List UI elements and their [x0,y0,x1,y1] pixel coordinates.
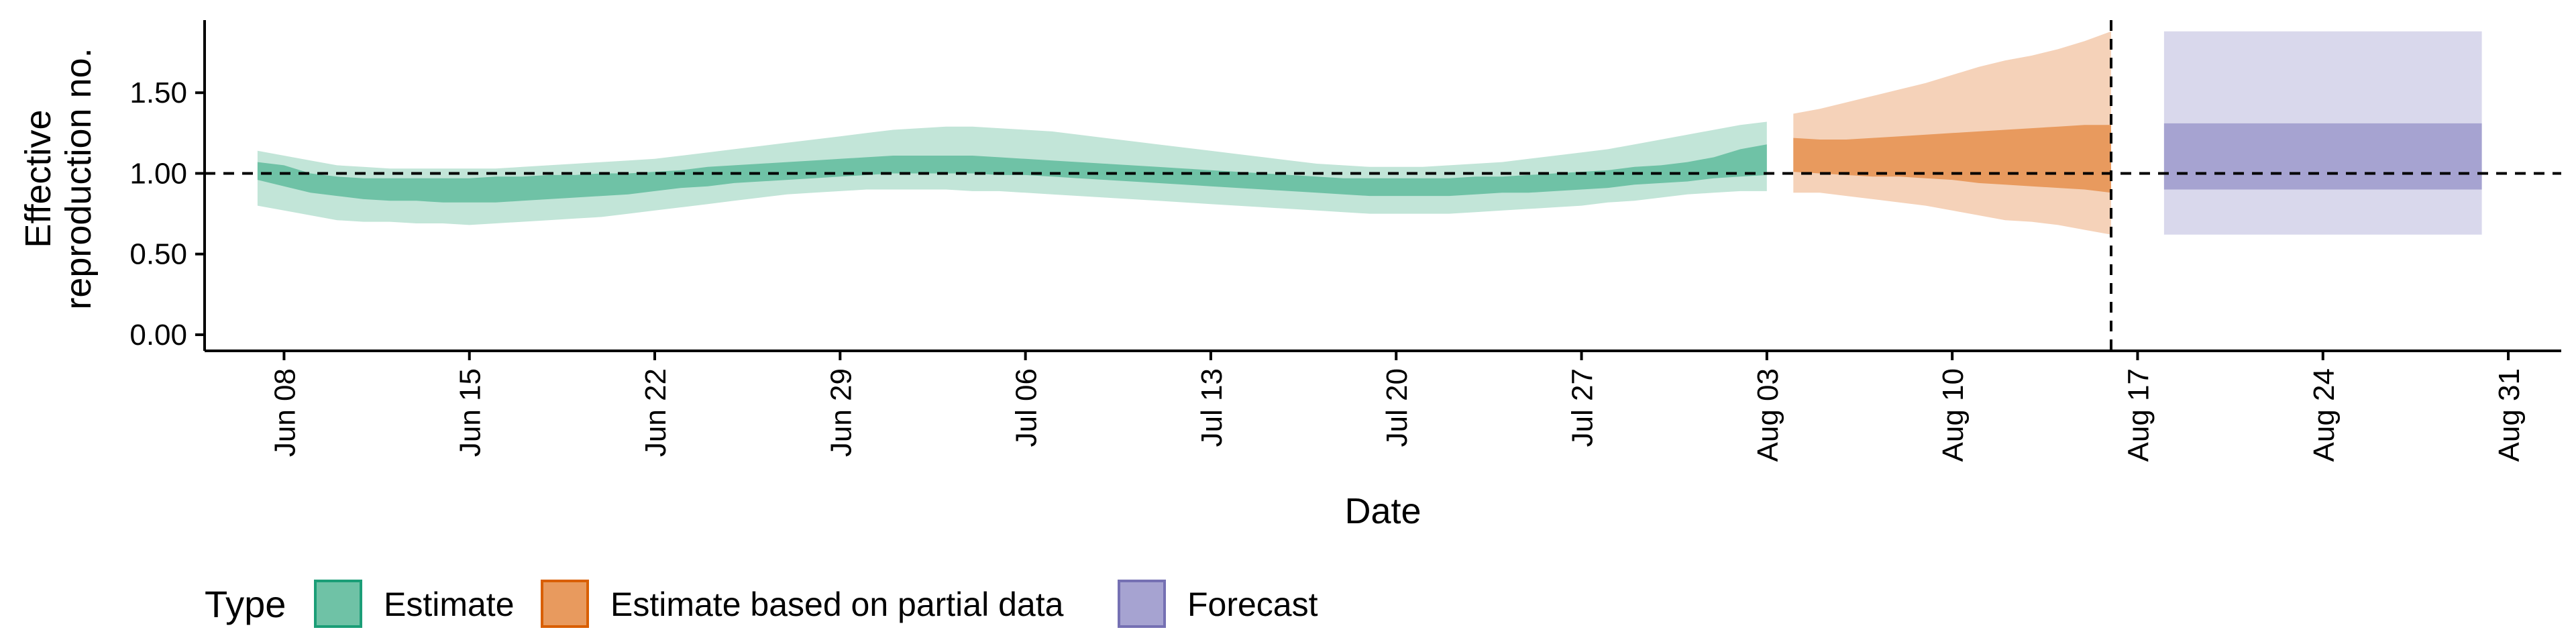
estimate-based-on-partial-data-band-50 [1793,125,2111,193]
x-tick-label: Jul 27 [1566,368,1599,447]
reference-lines-layer [205,20,2561,351]
x-tick-label: Jun 22 [639,368,672,457]
x-tick-label: Jul 13 [1195,368,1228,447]
forecast-band-50 [2163,123,2482,190]
y-tick-label: 0.00 [129,319,187,352]
ribbons-layer [257,31,2482,235]
legend-title: Type [205,583,286,625]
x-tick-label: Jun 08 [268,368,301,457]
x-axis-title: Date [1344,491,1421,531]
y-tick-label: 1.50 [129,76,187,109]
estimate-band-50 [257,144,1767,203]
x-tick-label: Aug 10 [1937,368,1970,462]
y-tick-label: 0.50 [129,238,187,271]
legend-swatch [541,580,589,628]
legend: Type Estimate Estimate based on partial da… [205,580,1318,628]
legend-label: Estimate [384,586,515,623]
legend-swatch [1118,580,1166,628]
legend-label: Estimate based on partial data [610,586,1064,623]
y-axis-title: Effectivereproduction no. [18,48,99,309]
legend-swatch [314,580,362,628]
x-tick-label: Jul 06 [1010,368,1043,447]
x-tick-label: Aug 24 [2308,368,2341,462]
y-axis-title-line: Effective [18,109,58,248]
legend-label: Forecast [1187,586,1318,623]
x-tick-label: Aug 03 [1752,368,1784,462]
x-tick-label: Jul 20 [1381,368,1413,447]
axes-layer: 0.00 0.50 1.00 1.50 Jun 08 Jun 15 Jun 22 Jun 29… [18,20,2561,531]
x-tick-label: Jun 15 [454,368,487,457]
y-tick-label: 1.00 [129,157,187,190]
x-tick-label: Jun 29 [824,368,857,457]
x-tick-label: Aug 31 [2493,368,2526,462]
y-axis-title-line: reproduction no. [58,48,99,309]
x-tick-label: Aug 17 [2122,368,2155,462]
